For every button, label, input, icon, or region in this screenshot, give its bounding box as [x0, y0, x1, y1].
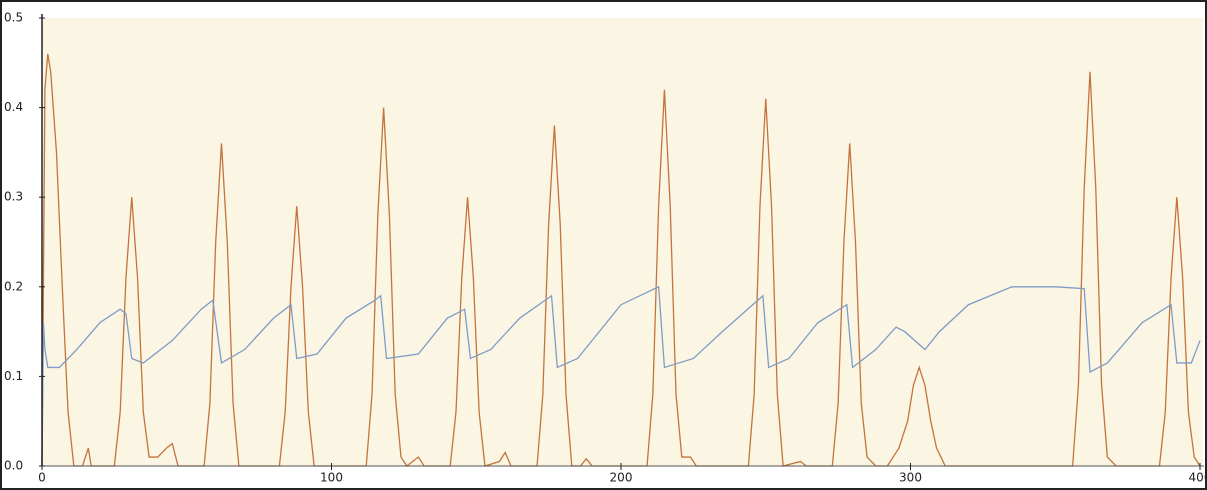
y-tick-label: 0.0	[4, 459, 23, 473]
x-tick-label: 400	[1189, 471, 1207, 485]
x-tick-label: 200	[610, 471, 633, 485]
y-tick-label: 0.3	[4, 190, 23, 204]
y-tick-label: 0.5	[4, 11, 23, 25]
series-line	[41, 285, 1201, 467]
y-tick-label: 0.4	[4, 100, 23, 114]
x-tick-label: 0	[38, 471, 46, 485]
series-line	[41, 53, 1201, 467]
plot-area	[42, 18, 1203, 466]
x-tick-label: 100	[320, 471, 343, 485]
y-tick-label: 0.2	[4, 279, 23, 293]
y-tick-label: 0.1	[4, 369, 23, 383]
x-tick-label: 300	[899, 471, 922, 485]
